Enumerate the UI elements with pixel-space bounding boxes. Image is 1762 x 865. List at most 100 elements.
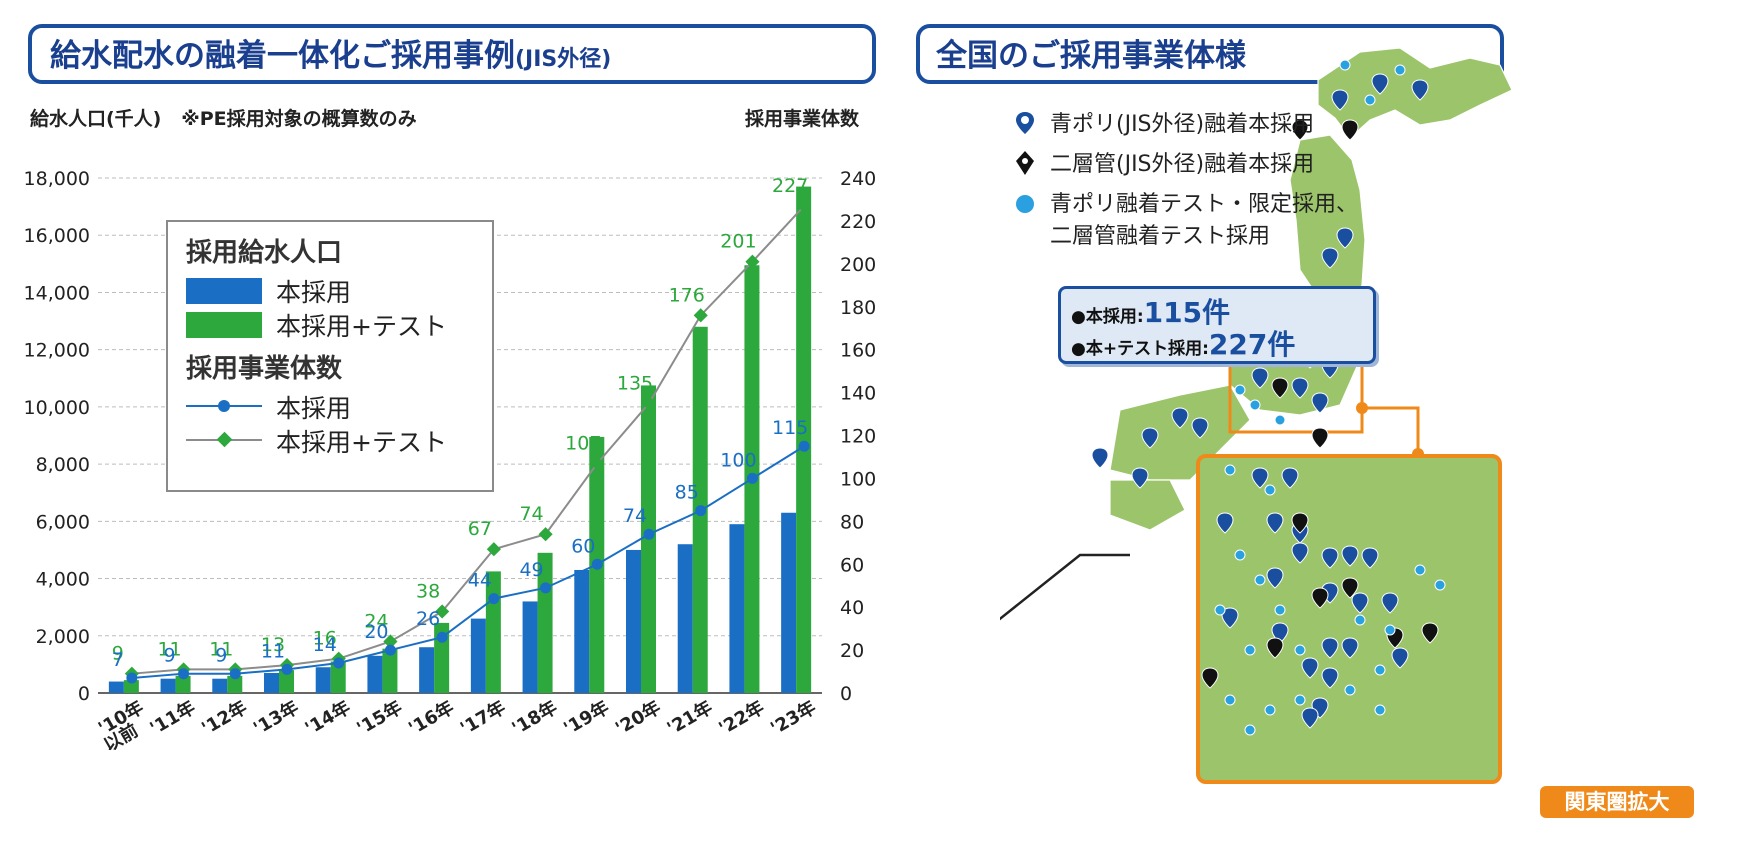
data-label: 20 [364,621,388,643]
test-dot-marker [1234,384,1246,396]
line-marker-main [746,472,758,484]
data-label: 14 [313,634,337,656]
y2-tick-label: 60 [840,554,864,576]
test-dot-marker [1394,64,1406,76]
blue-pin-icon [1016,112,1034,134]
y-tick-label: 12,000 [24,340,90,362]
black-pin-marker [1421,622,1439,644]
black-pin-marker [1341,577,1359,599]
y2-tick-label: 160 [840,340,876,362]
adoption-count-box: ●本採用:115件 ●本+テスト採用:227件 [1058,286,1376,364]
kanto-connector [1362,406,1420,454]
y-tick-label: 6,000 [36,511,90,533]
y2-tick-label: 20 [840,640,864,662]
line-marker-main [333,657,345,669]
blue-pin-marker [1266,512,1284,534]
map-legend-item-blue-pin: 青ポリ(JIS外径)融着本採用 [1016,106,1314,138]
adoption-chart: 0 2,000 4,000 6,000 8,000 10,000 12,000 14,000 1… [24,168,877,750]
kinki-chugoku [1109,384,1251,481]
test-dot-marker [1214,604,1226,616]
data-label: 9 [164,645,176,667]
data-label: 135 [617,372,653,394]
data-label: 38 [416,580,440,602]
test-dot-marker [1384,624,1396,636]
y-tick-label: 10,000 [24,397,90,419]
black-pin-marker [1266,637,1284,659]
x-tick-label: '19年 [560,696,613,739]
blue-pin-marker [1301,707,1319,729]
test-dot-marker [1254,574,1266,586]
blue-pin-marker [1331,89,1349,111]
data-label: 7 [112,649,124,671]
line-marker-main [281,663,293,675]
legend-bar-header: 採用給水人口 [186,238,343,268]
test-dot-marker [1294,694,1306,706]
line-marker-test [486,542,501,557]
bar-main [677,544,693,693]
bar-main [108,681,124,693]
x-tick-label: '13年 [249,696,302,739]
x-tick-label: '15年 [353,696,406,739]
map-legend-item-black-diamond: 二層管(JIS外径)融着本採用 [1016,146,1314,178]
data-label: 16 [313,628,337,650]
bar-main [315,667,331,693]
data-label: 11 [157,638,181,660]
bar-test [227,675,243,693]
line-marker-test [590,456,605,471]
blue-pin-marker [1321,667,1339,689]
kanto-zoom-frame [1196,454,1502,784]
data-label: 176 [669,284,705,306]
line-marker-test [383,634,398,649]
test-dot-marker [1234,549,1246,561]
y2-tick-label: 180 [840,297,876,319]
series-line [131,205,805,675]
black-pin-marker [1291,119,1309,141]
shikoku [1109,479,1186,531]
black-pin-marker [1311,427,1329,449]
data-label: 201 [720,231,756,253]
kanto-zoom-label: 関東圏拡大 [1540,786,1694,818]
left-title: 給水配水の融着一体化ご採用事例(JIS外径) [50,30,611,75]
test-dot-marker [1339,59,1351,71]
test-dot-marker [1244,644,1256,656]
left-title-main: 給水配水の融着一体化ご採用事例 [50,38,515,74]
chart-legend: 採用給水人口 本採用 本採用+テスト 採用事業体数 本採用 本採用+テスト [166,220,494,492]
line-marker-main [591,558,603,570]
bar-main [574,569,590,693]
y-tick-label: 8,000 [36,454,90,476]
line-marker-main [798,440,810,452]
x-tick-label: '14年 [301,696,354,739]
blue-pin-marker [1251,467,1269,489]
y2-tick-label: 100 [840,468,876,490]
test-dot-marker [1249,399,1261,411]
bar-main [212,678,228,693]
map-markers [1091,59,1446,736]
line-marker-main [488,593,500,605]
bar-test [796,186,812,694]
data-label: 26 [416,608,440,630]
blue-pin-marker [1321,547,1339,569]
count-main-value: 115件 [1143,296,1231,329]
bar-test [123,680,139,693]
test-dot-marker [1274,604,1286,616]
y2-tick-label: 220 [840,211,876,233]
data-label: 100 [720,449,756,471]
line-marker-test [693,308,708,323]
count-main: ●本採用:115件 [1071,296,1231,329]
bar-main [781,512,797,693]
y2-tick-label: 40 [840,597,864,619]
x-tick-label: '11年 [146,696,199,739]
test-dot-marker [1434,579,1446,591]
x-tick-label: '12年 [198,696,251,739]
data-label: 13 [261,634,285,656]
okinawa-inset [1000,553,1130,621]
black-pin-marker [1311,587,1329,609]
bar-test [175,675,191,693]
data-label: 107 [565,432,601,454]
bar-main [729,524,745,693]
line-marker-test [641,396,657,411]
test-dot-marker [1294,644,1306,656]
y-tick-label: 14,000 [24,282,90,304]
chart-note: ※PE採用対象の概算数のみ [181,108,417,130]
line-marker-main [436,631,448,643]
